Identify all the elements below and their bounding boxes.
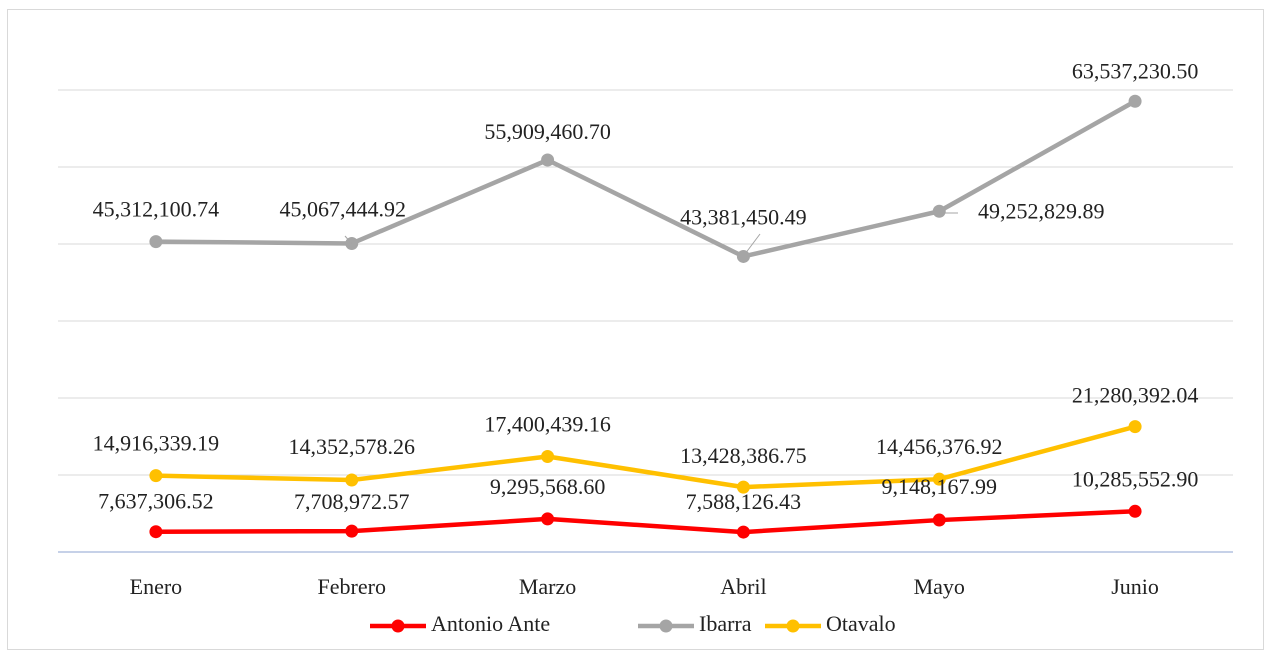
point [736,480,750,494]
point [932,513,946,527]
legend-marker [391,619,405,633]
legend-label: Antonio Ante [431,611,550,636]
x-tick-label: Abril [720,574,766,599]
x-tick-label: Junio [1111,574,1159,599]
data-label: 21,280,392.04 [1072,383,1199,408]
data-label: 14,916,339.19 [93,431,220,456]
data-label: 7,637,306.52 [98,489,214,514]
point [345,524,359,538]
point [541,450,555,464]
data-label: 9,148,167.99 [882,474,998,499]
data-label: 14,456,376.92 [876,434,1003,459]
data-label: 45,067,444.92 [280,197,407,222]
data-label: 14,352,578.26 [289,434,416,459]
data-label: 49,252,829.89 [978,198,1105,223]
data-label: 63,537,230.50 [1072,58,1199,83]
data-label: 43,381,450.49 [680,205,807,230]
point [345,473,359,487]
x-tick-label: Mayo [914,574,965,599]
point [1128,504,1142,518]
x-tick-label: Marzo [519,574,576,599]
legend-marker [786,619,800,633]
data-label: 7,708,972.57 [294,489,410,514]
data-label: 45,312,100.74 [93,197,220,222]
leader-line [344,235,353,245]
data-label: 55,909,460.70 [484,119,611,144]
point [149,525,163,539]
point [149,469,163,483]
data-label: 13,428,386.75 [680,443,807,468]
point [1128,420,1142,434]
point [1128,94,1142,108]
point [736,525,750,539]
data-label: 7,588,126.43 [686,489,802,514]
point [932,472,946,486]
point [932,204,946,218]
line [155,99,1137,259]
point [541,153,555,167]
point [736,249,750,263]
line [155,509,1136,535]
x-tick-label: Enero [130,574,183,599]
leader-line [744,233,761,255]
data-label: 17,400,439.16 [484,412,611,437]
point [541,512,555,526]
legend-label: Otavalo [826,611,896,636]
chart-border [7,9,1264,650]
legend-label: Ibarra [699,611,752,636]
data-label: 9,295,568.60 [490,474,606,499]
x-tick-label: Febrero [318,574,386,599]
point [149,235,163,249]
data-label: 10,285,552.90 [1072,466,1199,491]
legend-marker [659,619,673,633]
line [155,424,1136,490]
